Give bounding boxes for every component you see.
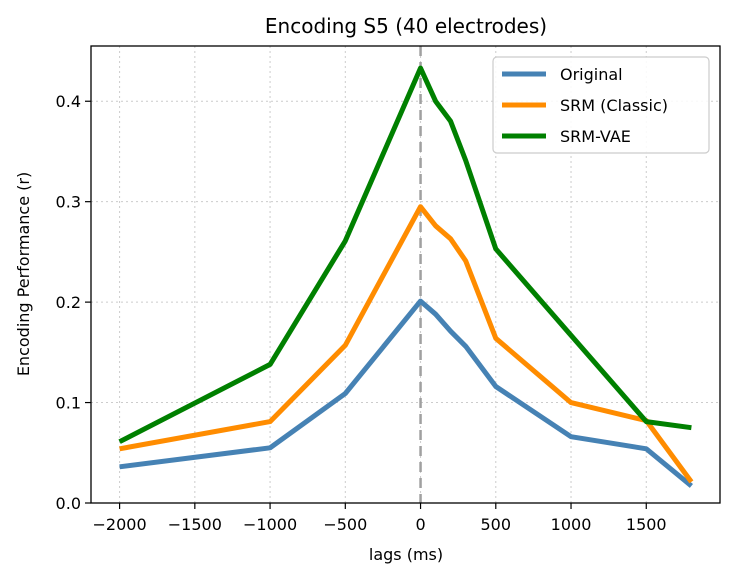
x-axis-label: lags (ms)	[369, 545, 443, 564]
legend-label: SRM-VAE	[560, 127, 631, 146]
y-tick-label: 0.1	[56, 394, 81, 413]
x-tick-label: −2000	[93, 515, 147, 534]
x-tick-label: −1000	[243, 515, 297, 534]
x-tick-label: 0	[415, 515, 425, 534]
y-axis-label: Encoding Performance (r)	[14, 172, 33, 376]
legend-label: SRM (Classic)	[560, 96, 668, 115]
x-tick-label: 1000	[551, 515, 592, 534]
y-axis-ticks: 0.0 0.1 0.2 0.3 0.4	[56, 92, 91, 513]
legend: Original SRM (Classic) SRM-VAE	[492, 56, 710, 154]
series-line-srm-classic	[119, 204, 694, 484]
y-tick-label: 0.4	[56, 92, 81, 111]
legend-label: Original	[560, 65, 623, 84]
legend-box	[492, 56, 710, 154]
x-tick-label: −500	[323, 515, 367, 534]
series-line-original	[119, 298, 693, 488]
y-tick-label: 0.3	[56, 193, 81, 212]
chart-title: Encoding S5 (40 electrodes)	[265, 14, 547, 38]
x-axis-ticks: −2000 −1500 −1000 −500 0 500 1000 1500	[93, 503, 667, 534]
y-tick-label: 0.0	[56, 494, 81, 513]
x-tick-label: 500	[481, 515, 512, 534]
plot-frame	[90, 45, 721, 504]
series-line-srm-vae	[118, 65, 692, 444]
x-tick-label: 1500	[626, 515, 667, 534]
x-tick-label: −1500	[168, 515, 222, 534]
y-tick-label: 0.2	[56, 293, 81, 312]
series-group	[118, 65, 694, 488]
